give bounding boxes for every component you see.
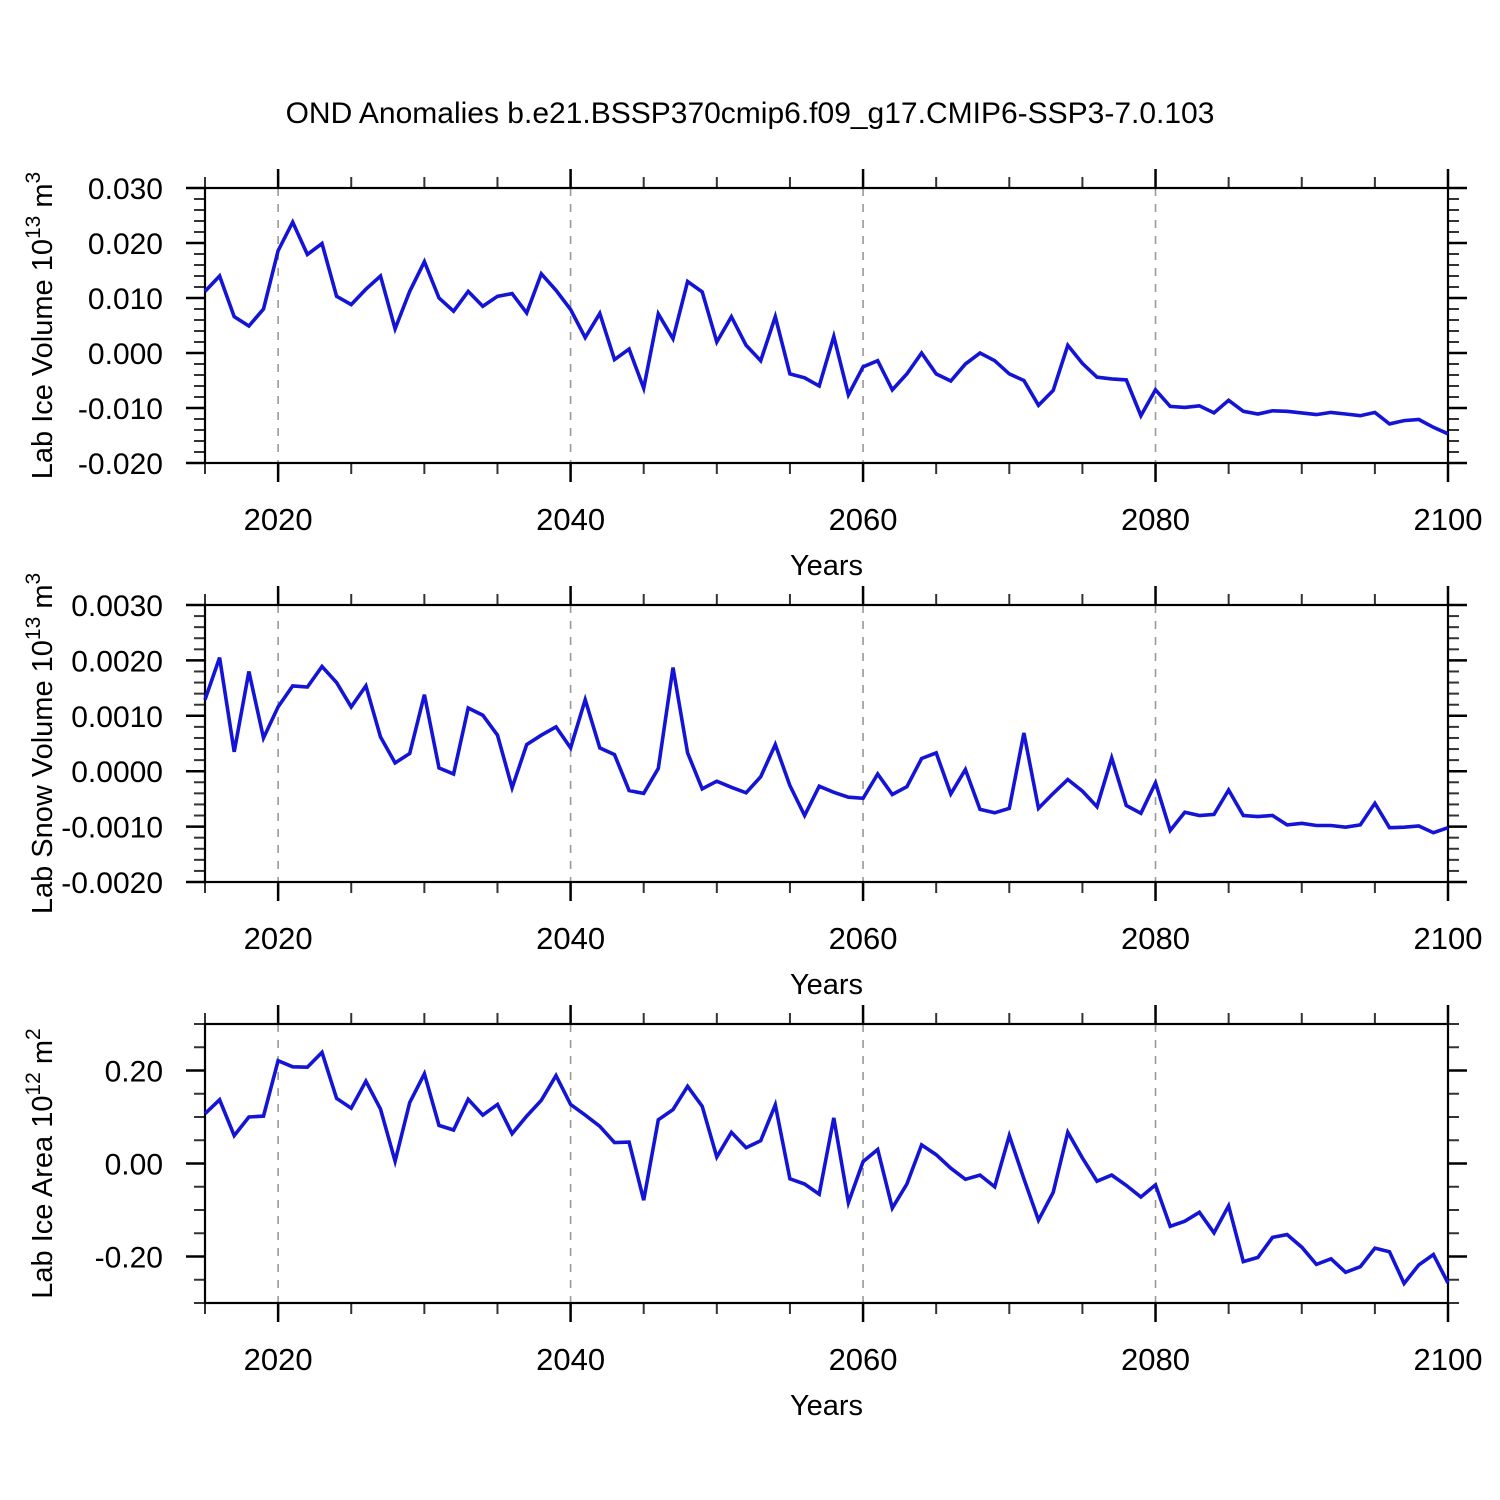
x-tick-label: 2040 xyxy=(536,921,605,956)
x-tick-label: 2060 xyxy=(829,502,898,537)
y-tick-label: -0.0010 xyxy=(61,812,163,845)
y-tick-label: -0.010 xyxy=(78,393,163,426)
axis-box xyxy=(203,603,1450,884)
y-tick-label: 0.00 xyxy=(105,1149,163,1182)
y-tick-label: -0.020 xyxy=(78,448,163,481)
y-tick-label: -0.0020 xyxy=(61,867,163,900)
x-tick-label: 2060 xyxy=(829,921,898,956)
x-tick-label: 2020 xyxy=(244,1342,313,1377)
lab-ice-volume-line xyxy=(203,217,1449,436)
y-tick-label: 0.0020 xyxy=(71,645,163,678)
y-tick-label: -0.20 xyxy=(95,1242,163,1275)
lab-snow-volume-line xyxy=(203,657,1449,835)
lab-ice-volume-panel: 2020 2040 2060 2080 2100 0.030 0.020 0.010 0.000… xyxy=(22,169,1482,582)
y-axis-title: Lab Ice Area 1012 m2 xyxy=(22,1028,59,1298)
y-tick-label: 0.010 xyxy=(88,283,163,316)
x-tick-label: 2080 xyxy=(1121,502,1190,537)
x-tick-label: 2100 xyxy=(1414,502,1483,537)
x-axis-title: Years xyxy=(790,1390,863,1422)
x-tick-label: 2040 xyxy=(536,502,605,537)
y-axis-title: Lab Snow Volume 1013 m3 xyxy=(22,573,59,914)
x-tick-label: 2060 xyxy=(829,1342,898,1377)
axis-box xyxy=(203,186,1450,465)
axis-box xyxy=(203,1022,1450,1305)
x-tick-label: 2020 xyxy=(244,921,313,956)
x-tick-label: 2100 xyxy=(1414,1342,1483,1377)
x-tick-label: 2100 xyxy=(1414,921,1483,956)
figure-title: OND Anomalies b.e21.BSSP370cmip6.f09_g17… xyxy=(285,97,1215,130)
y-tick-label: 0.030 xyxy=(88,173,163,206)
y-tick-label: 0.20 xyxy=(105,1056,163,1089)
y-tick-label: 0.000 xyxy=(88,338,163,371)
y-tick-label: 0.0000 xyxy=(71,756,163,789)
x-tick-label: 2080 xyxy=(1121,921,1190,956)
y-axis-title: Lab Ice Volume 1013 m3 xyxy=(22,172,59,480)
x-axis-title: Years xyxy=(790,969,863,1001)
y-tick-label: 0.0010 xyxy=(71,701,163,734)
lab-ice-area-line xyxy=(203,1049,1450,1287)
x-axis-title: Years xyxy=(790,550,863,582)
x-tick-label: 2080 xyxy=(1121,1342,1190,1377)
x-tick-label: 2020 xyxy=(244,502,313,537)
y-tick-label: 0.0030 xyxy=(71,590,163,623)
lab-ice-area-panel: 2020 2040 2060 2080 2100 0.20 0.00 -0.20 Years La… xyxy=(22,1005,1482,1422)
x-tick-label: 2040 xyxy=(536,1342,605,1377)
y-tick-label: 0.020 xyxy=(88,228,163,261)
lab-snow-volume-panel: 2020 2040 2060 2080 2100 0.0030 0.0020 0.0010 0.… xyxy=(22,573,1482,1001)
